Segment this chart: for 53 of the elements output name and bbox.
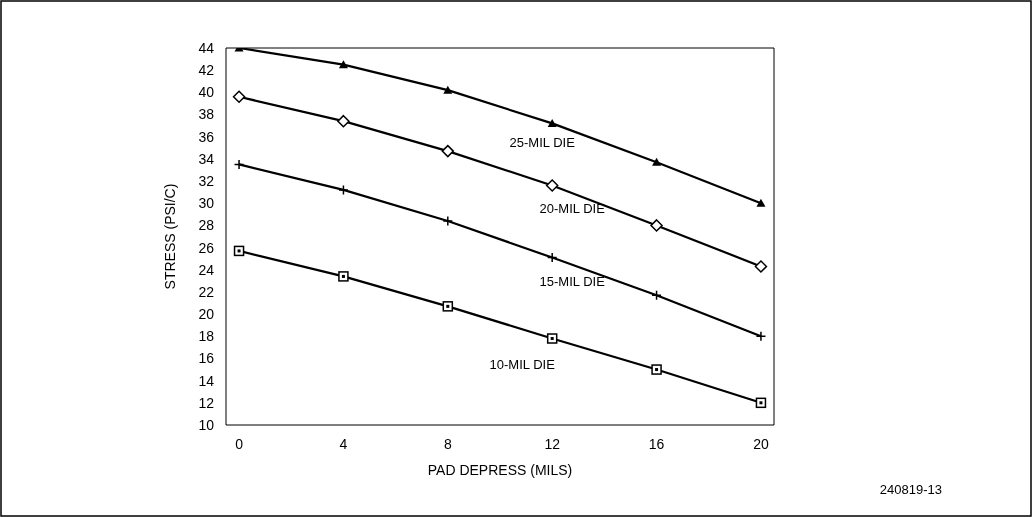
point — [755, 397, 767, 409]
point — [232, 90, 246, 104]
x-tick-label: 0 — [235, 435, 244, 452]
point — [547, 118, 557, 127]
x-tick-label: 16 — [648, 435, 665, 452]
point — [545, 179, 559, 192]
y-tick-label: 38 — [198, 106, 215, 123]
point — [233, 159, 245, 170]
series-label: 10-MIL DIE — [489, 356, 556, 372]
point — [338, 271, 349, 282]
series-label: 20-MIL DIE — [539, 201, 606, 217]
y-tick-label: 24 — [198, 261, 215, 278]
y-tick-label: 32 — [198, 173, 215, 190]
point — [442, 215, 454, 227]
y-tick-label: 36 — [198, 128, 215, 145]
y-axis-title: STRESS (PSI/C) — [161, 183, 178, 290]
point — [650, 219, 663, 232]
y-tick-label: 34 — [198, 150, 215, 167]
y-tick-label: 40 — [198, 84, 215, 101]
x-axis-title: PAD DEPRESS (MILS) — [427, 462, 573, 478]
y-tick-label: 10 — [198, 416, 215, 433]
y-tick-label: 22 — [198, 283, 215, 300]
point — [442, 301, 454, 312]
series-label: 15-MIL DIE — [539, 273, 606, 289]
x-tick-label: 20 — [753, 435, 769, 452]
x-tick-label: 12 — [544, 435, 561, 452]
point — [652, 157, 662, 166]
x-tick-label: 4 — [339, 435, 348, 452]
y-tick-label: 30 — [198, 195, 215, 212]
series-label: 25-MIL DIE — [509, 135, 576, 151]
y-tick-label: 26 — [198, 239, 215, 256]
point — [337, 114, 350, 128]
y-tick-label: 16 — [198, 350, 215, 367]
point — [755, 331, 767, 342]
point — [233, 245, 245, 257]
point — [546, 252, 558, 263]
text: 240819-13 — [879, 482, 942, 497]
y-tick-label: 28 — [198, 217, 215, 234]
y-tick-label: 12 — [198, 394, 215, 411]
y-tick-label: 42 — [198, 62, 215, 79]
y-tick-label: 18 — [198, 328, 215, 345]
point — [338, 60, 348, 69]
point — [338, 184, 349, 196]
point — [651, 364, 662, 375]
point — [443, 85, 453, 94]
y-tick-label: 20 — [198, 306, 215, 323]
x-tick-label: 8 — [443, 435, 452, 452]
y-tick-label: 14 — [198, 372, 215, 389]
y-tick-label: 44 — [198, 39, 215, 56]
point — [546, 333, 558, 344]
point — [756, 198, 766, 207]
point — [754, 260, 768, 273]
point — [441, 144, 455, 158]
